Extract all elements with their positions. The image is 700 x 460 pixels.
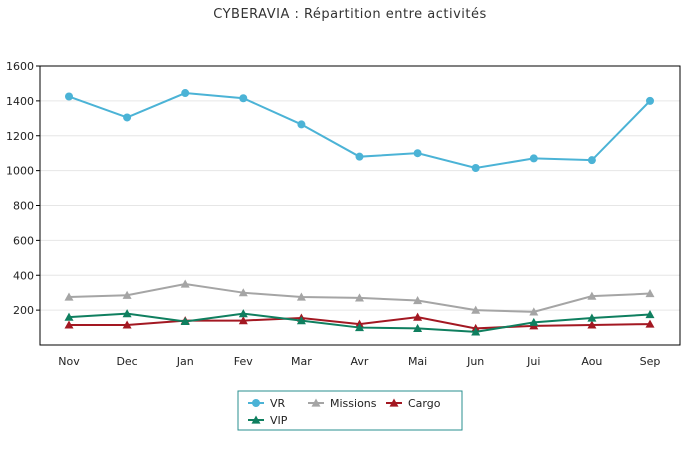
- data-point-missions: [238, 288, 248, 297]
- data-point-vip: [355, 323, 364, 332]
- y-tick-label: 800: [13, 200, 34, 213]
- y-axis: 200 400 600 800 1000 1200 1400 1600: [6, 60, 40, 317]
- legend-marker-vip: [251, 415, 261, 424]
- data-point-vip: [413, 323, 423, 333]
- series-missions: [64, 279, 655, 316]
- data-point-vr: [123, 113, 132, 122]
- data-point-missions: [122, 290, 132, 299]
- data-point-vr: [297, 120, 306, 129]
- grid-lines: [40, 100, 680, 311]
- x-axis: Nov Dec Jan Fev Mar Avr Mai Jun Jui Aou Sep: [58, 355, 660, 368]
- data-point-missions: [587, 291, 597, 300]
- y-tick-label: 1000: [6, 165, 34, 178]
- x-tick-label: Sep: [640, 355, 661, 368]
- data-point-vr: [471, 164, 480, 173]
- x-tick-label: Fev: [234, 355, 253, 368]
- data-point-missions: [645, 289, 655, 298]
- x-tick-label: Avr: [351, 355, 369, 368]
- data-point-cargo: [587, 320, 597, 329]
- x-tick-label: Nov: [58, 355, 80, 368]
- data-point-cargo: [413, 312, 423, 321]
- legend-box: [237, 390, 463, 431]
- data-point-cargo: [122, 320, 132, 329]
- legend-label-vip: VIP: [270, 414, 288, 427]
- data-point-vr: [587, 156, 596, 165]
- data-point-missions: [471, 305, 481, 314]
- y-tick-label: 200: [13, 304, 34, 317]
- series-layer: [64, 89, 655, 336]
- data-point-vr: [239, 94, 248, 103]
- x-tick-label: Mai: [408, 355, 427, 368]
- data-point-vip: [180, 316, 190, 326]
- x-tick-label: Mar: [291, 355, 312, 368]
- data-point-missions: [64, 292, 74, 301]
- legend-marker-missions: [311, 398, 321, 407]
- data-point-vr: [413, 149, 422, 158]
- data-point-cargo: [64, 320, 74, 329]
- data-point-cargo: [645, 319, 655, 328]
- data-point-vr: [355, 152, 364, 161]
- x-tick-label: Dec: [116, 355, 137, 368]
- data-point-cargo: [238, 316, 248, 325]
- series-vip: [64, 309, 655, 336]
- data-point-vr: [65, 92, 73, 101]
- series-vr: [65, 89, 654, 173]
- legend-marker-cargo: [389, 398, 399, 407]
- y-tick-label: 600: [13, 234, 34, 247]
- legend-label-vr: VR: [270, 397, 286, 410]
- data-point-vip: [238, 309, 248, 318]
- data-point-vip: [529, 317, 539, 326]
- legend-label-missions: Missions: [330, 397, 377, 410]
- data-point-vip: [587, 313, 597, 322]
- data-point-missions: [413, 296, 423, 305]
- x-tick-label: Aou: [581, 355, 602, 368]
- data-point-missions: [529, 307, 539, 316]
- legend-label-cargo: Cargo: [408, 397, 441, 410]
- data-point-vip: [64, 312, 74, 321]
- data-point-missions: [355, 293, 364, 302]
- data-point-vr: [181, 89, 190, 98]
- y-tick-label: 1600: [6, 60, 34, 73]
- data-point-vr: [646, 96, 654, 105]
- y-tick-label: 1400: [6, 95, 34, 108]
- legend-item-vip: VIP: [248, 414, 288, 427]
- data-point-vip: [296, 316, 306, 325]
- legend-item-vr: VR: [248, 397, 286, 410]
- data-point-vip: [645, 309, 655, 319]
- x-tick-label: Jun: [466, 355, 484, 368]
- legend: VR Missions Cargo VIP: [237, 390, 463, 431]
- legend-item-missions: Missions: [308, 397, 377, 410]
- chart-title: CYBERAVIA : Répartition entre activités: [213, 7, 487, 22]
- legend-item-cargo: Cargo: [386, 397, 441, 410]
- y-tick-label: 1200: [6, 130, 34, 143]
- data-point-missions: [180, 279, 190, 288]
- x-tick-label: Jui: [526, 355, 540, 368]
- legend-marker-vr: [252, 399, 260, 407]
- data-point-vip: [471, 327, 481, 336]
- x-tick-label: Jan: [176, 355, 194, 368]
- data-point-vr: [529, 154, 538, 163]
- data-point-missions: [296, 292, 306, 301]
- y-tick-label: 400: [13, 269, 34, 282]
- data-point-vip: [122, 309, 132, 318]
